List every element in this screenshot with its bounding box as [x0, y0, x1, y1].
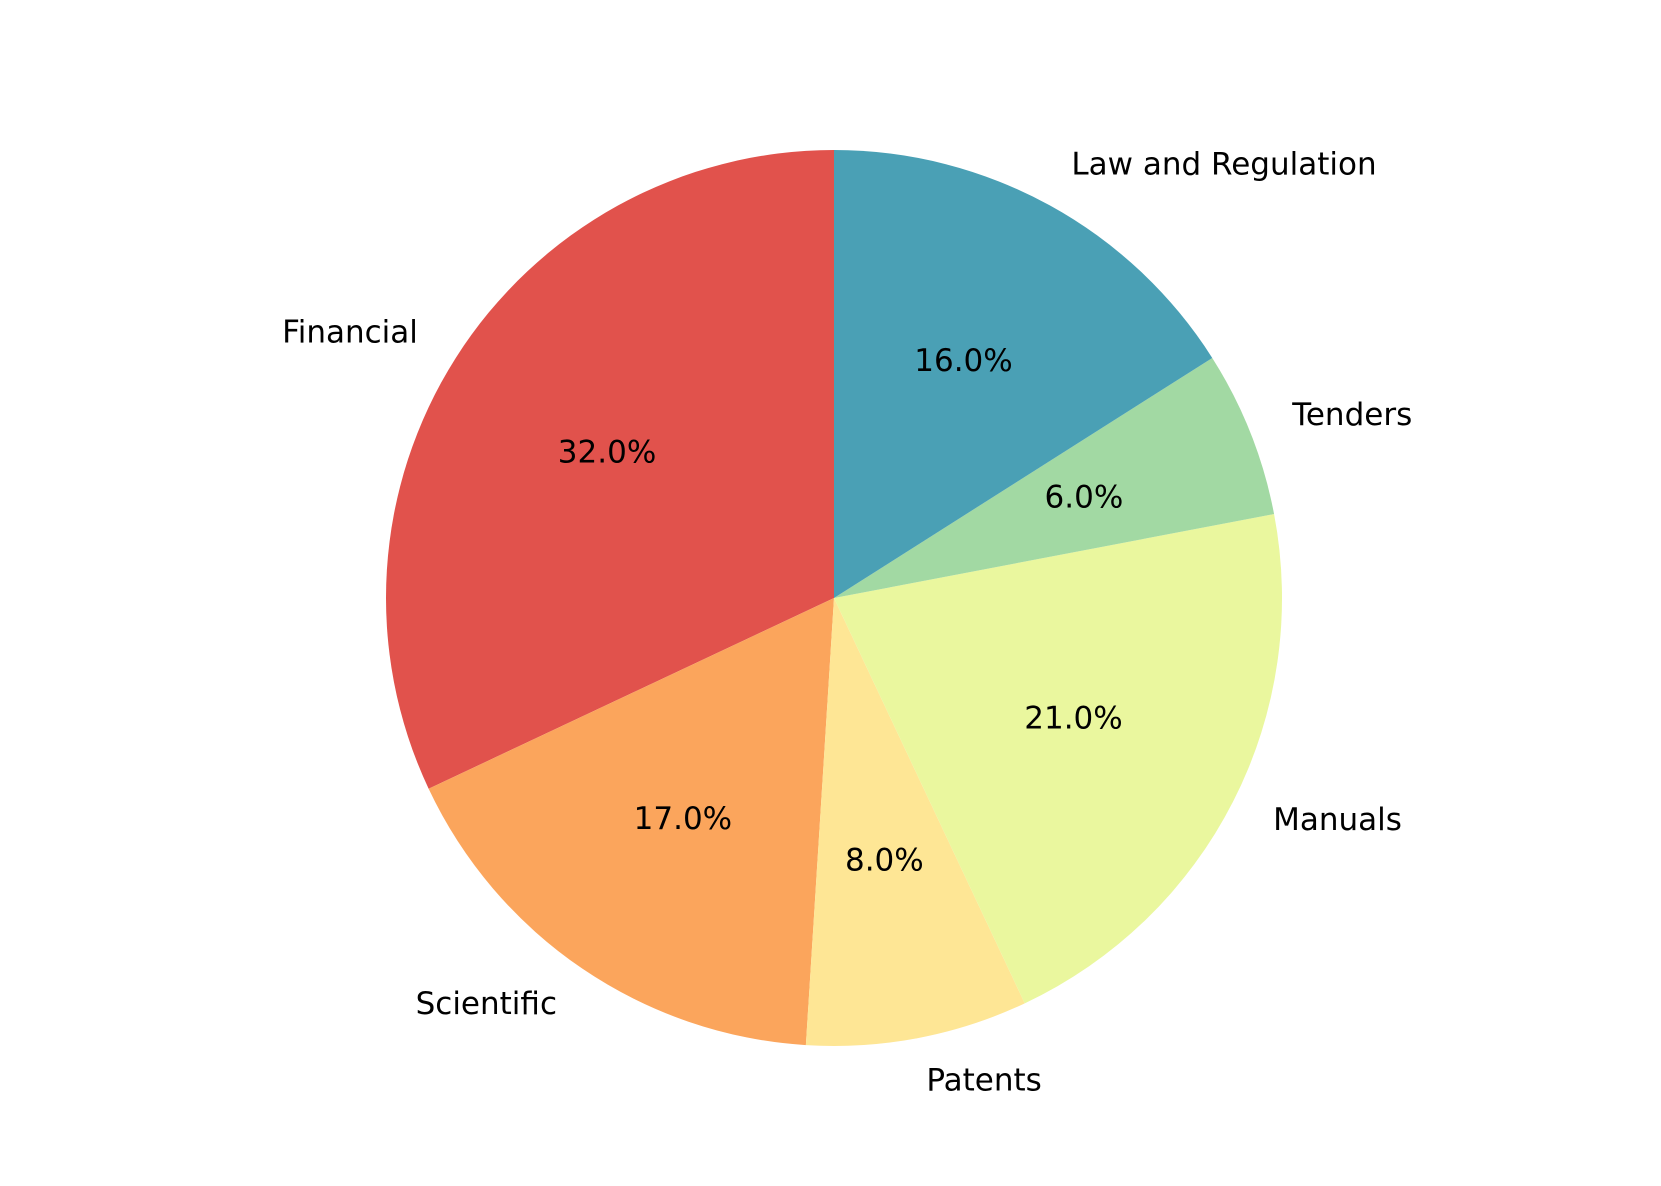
pie-slice — [834, 150, 1213, 598]
pie-slice — [834, 514, 1282, 1004]
slice-label: Law and Regulation — [1071, 147, 1376, 183]
value-label: 16.0% — [914, 343, 1012, 379]
slice-label: Financial — [282, 314, 418, 350]
value-label: 17.0% — [634, 801, 732, 837]
slice-label: Tenders — [1291, 397, 1412, 433]
slice-label: Patents — [926, 1063, 1041, 1099]
pie-slice — [385, 150, 834, 789]
slice-label: Manuals — [1273, 802, 1402, 838]
pie-slice — [428, 598, 834, 1046]
value-label: 21.0% — [1024, 701, 1122, 737]
value-label: 8.0% — [845, 843, 924, 879]
value-label: 6.0% — [1045, 480, 1124, 516]
value-label: 32.0% — [558, 434, 656, 470]
slice-label: Scientific — [416, 986, 557, 1022]
pie-slice — [834, 357, 1275, 598]
pie-slice — [805, 598, 1025, 1046]
